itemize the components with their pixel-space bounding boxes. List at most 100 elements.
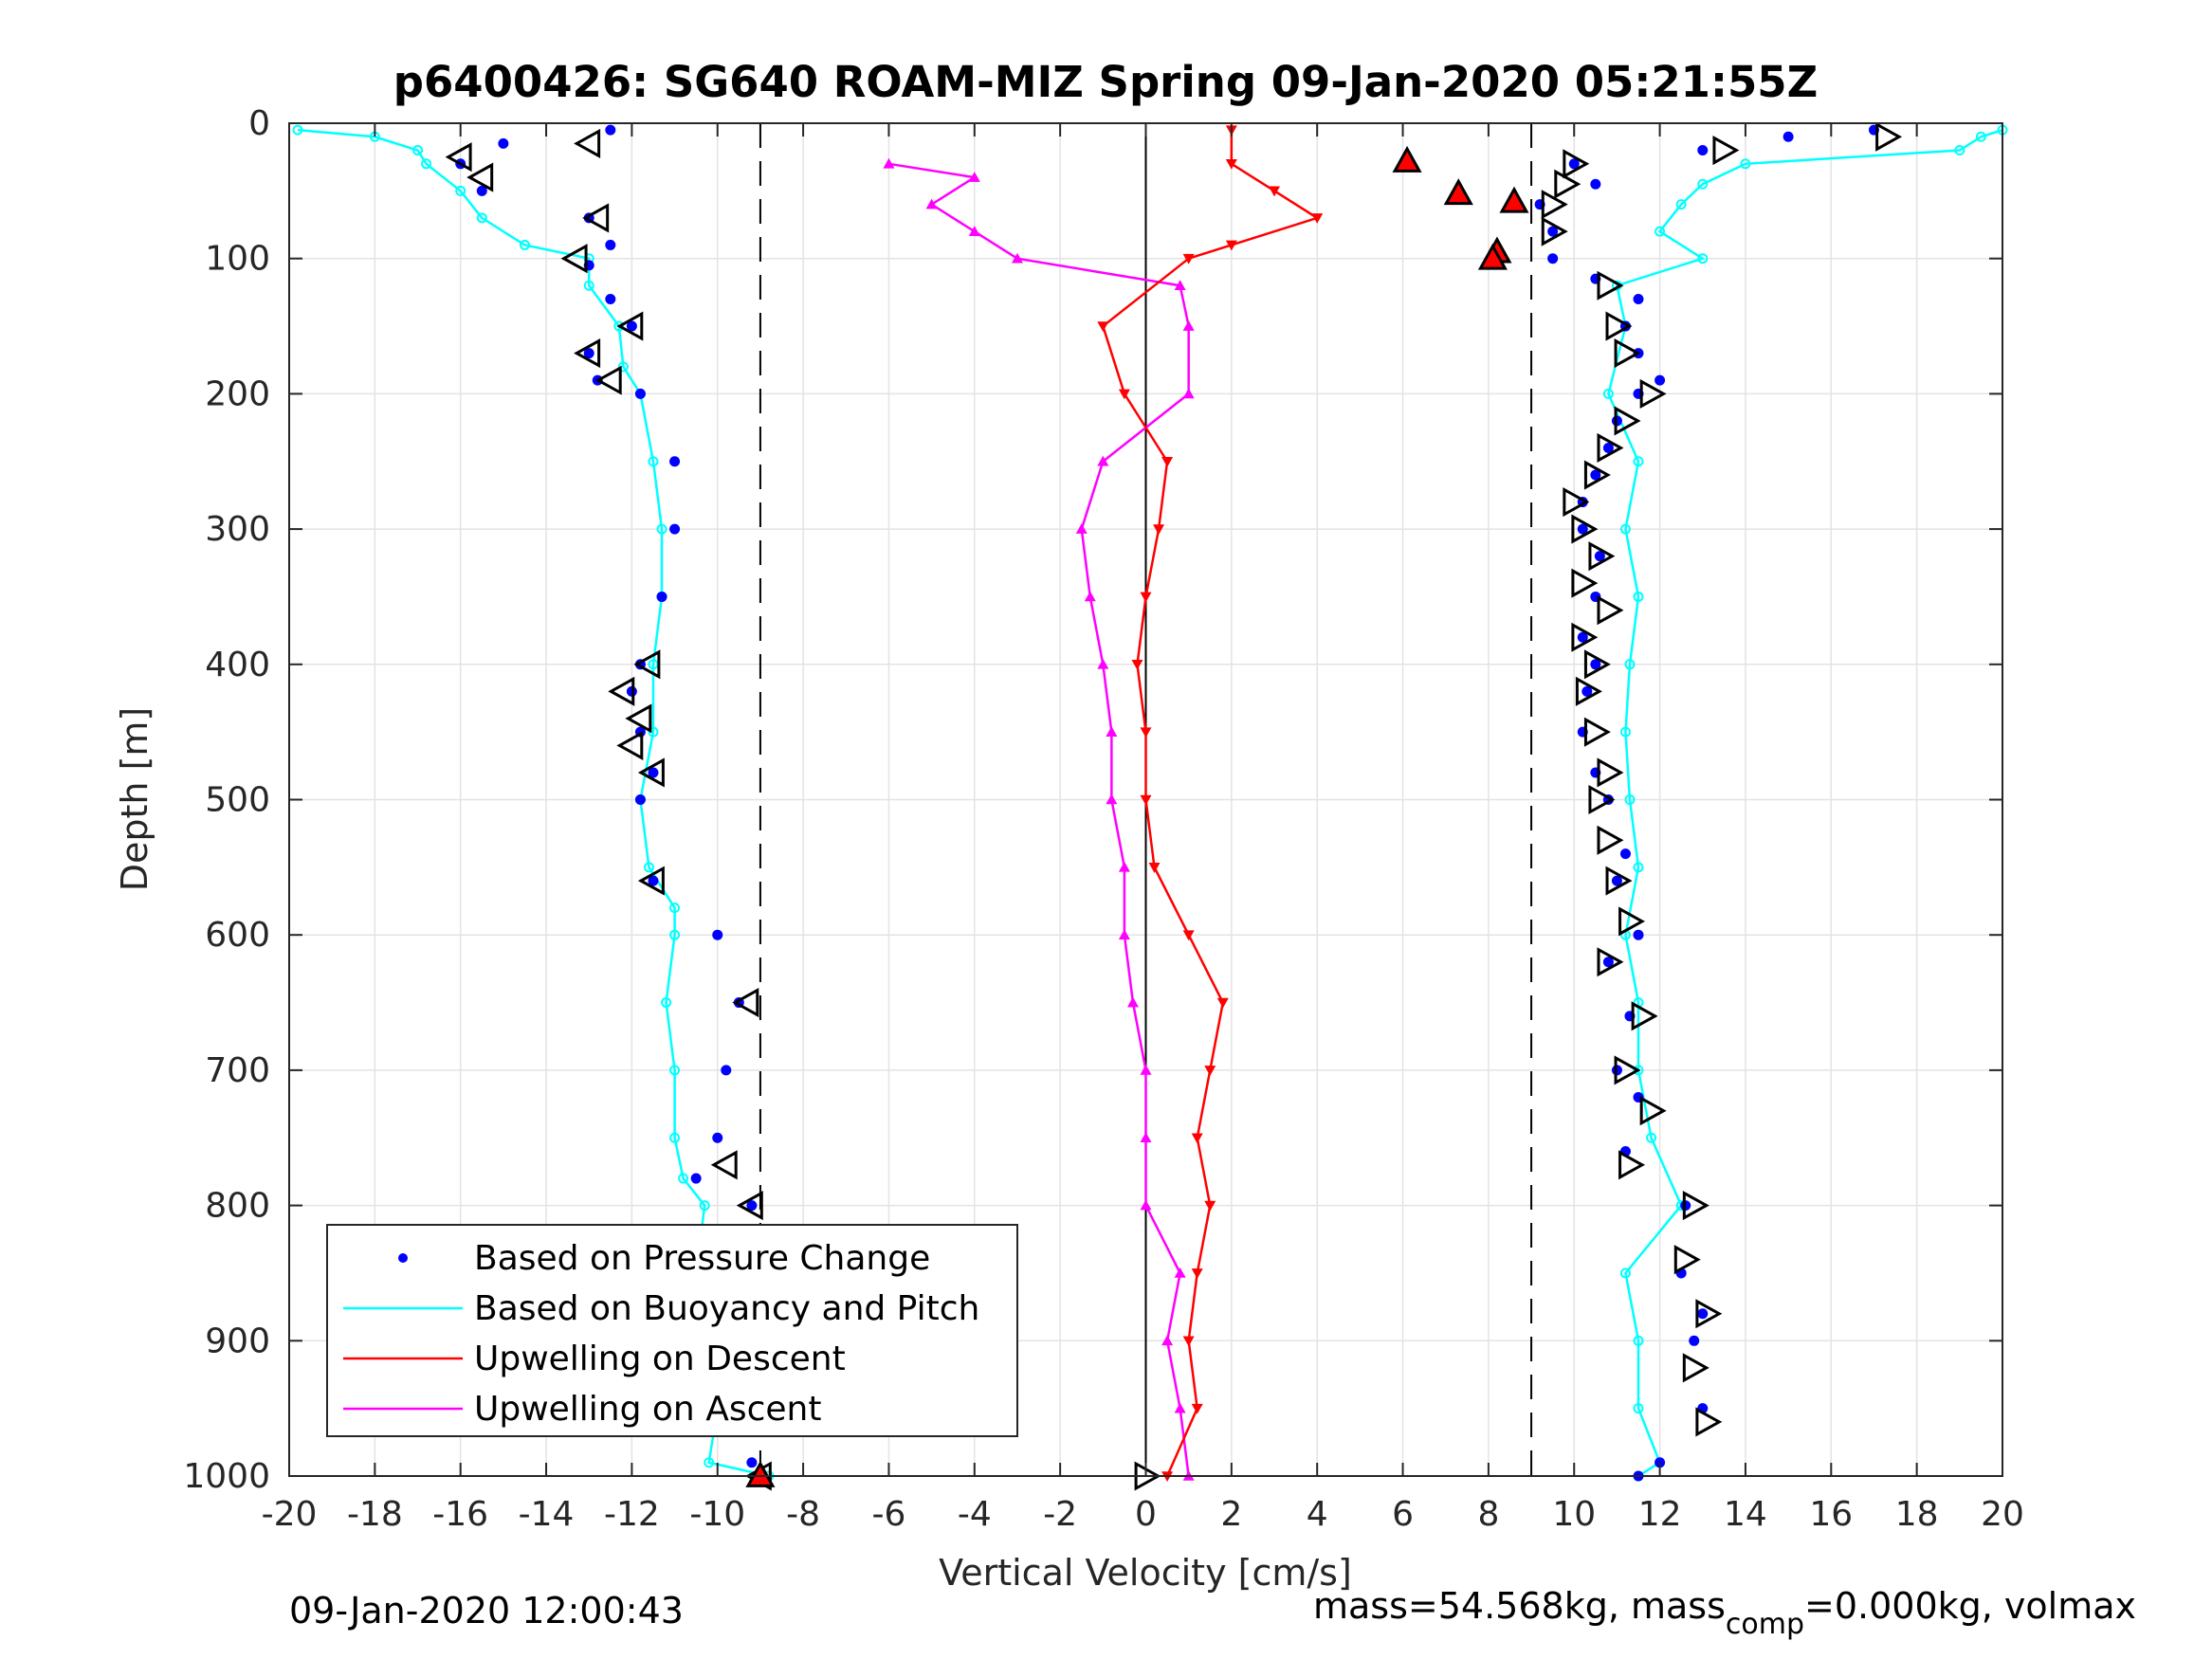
pitch-ascent-marker: [1695, 1407, 1723, 1437]
pressure-ascent-point: [1697, 145, 1709, 156]
pitch-ascent-marker: [1695, 1299, 1723, 1329]
upwelling-ascent-marker: [968, 226, 980, 236]
buoyancy-ascent-point: [1619, 726, 1631, 738]
x-tick-label: -8: [786, 1495, 820, 1534]
pressure-descent-point: [712, 929, 723, 940]
x-tick-label: 2: [1220, 1495, 1242, 1534]
y-axis-label: Depth [m]: [114, 707, 155, 892]
buoyancy-ascent-point: [1619, 1267, 1631, 1279]
upwelling-ascent-marker: [925, 198, 938, 210]
buoyancy-descent-point: [617, 361, 629, 373]
upwelling-ascent-marker: [1118, 861, 1130, 872]
buoyancy-ascent-point: [1619, 523, 1631, 535]
upwelling-ascent-marker: [1174, 1267, 1186, 1278]
red-triangle-marker: [1392, 145, 1422, 173]
pitch-ascent-marker: [1563, 149, 1590, 179]
pressure-descent-point: [605, 239, 616, 250]
pressure-ascent-point: [1611, 875, 1622, 886]
buoyancy-descent-point: [412, 145, 424, 156]
buoyancy-ascent-point: [1697, 178, 1709, 190]
pitch-descent-marker: [574, 338, 601, 369]
upwelling-descent-marker: [1140, 794, 1152, 806]
pitch-descent-marker: [732, 988, 759, 1018]
pressure-descent-point: [712, 1132, 723, 1143]
pitch-ascent-marker: [1597, 757, 1624, 788]
pitch-descent-marker: [574, 128, 601, 158]
upwelling-descent-marker: [1153, 524, 1165, 536]
buoyancy-ascent-point: [1646, 1132, 1657, 1143]
pitch-descent-marker: [625, 703, 652, 734]
buoyancy-descent-point: [476, 212, 487, 224]
pitch-descent-marker: [637, 866, 665, 896]
pressure-ascent-point: [1602, 957, 1614, 968]
pitch-ascent-marker: [1583, 717, 1611, 747]
pitch-ascent-marker: [1575, 676, 1602, 706]
buoyancy-descent-point: [421, 158, 432, 170]
footer-mass-suffix: =0.000kg, volmax: [1804, 1585, 2136, 1627]
pressure-ascent-point: [1654, 1457, 1666, 1468]
pitch-ascent-marker: [1639, 1096, 1667, 1126]
footer-mass-prefix: mass=54.568kg, mass: [1313, 1585, 1726, 1627]
y-tick-label: 300: [205, 510, 270, 549]
buoyancy-ascent-point: [1624, 659, 1636, 670]
buoyancy-descent-point: [669, 1132, 681, 1143]
pressure-ascent-point: [1689, 1335, 1700, 1346]
pitch-ascent-marker: [1875, 121, 1903, 152]
pitch-descent-marker: [736, 1191, 763, 1221]
buoyancy-descent-point: [583, 280, 594, 291]
pressure-ascent-point: [1590, 469, 1601, 481]
pitch-descent-marker: [582, 203, 610, 233]
pressure-ascent-point: [1594, 551, 1605, 562]
upwelling-descent-marker: [1161, 456, 1174, 467]
pressure-ascent-point: [1619, 848, 1631, 860]
buoyancy-ascent-point: [1633, 1335, 1644, 1346]
upwelling-descent-marker: [1140, 727, 1152, 738]
upwelling-ascent-marker: [1140, 1132, 1152, 1143]
pressure-ascent-point: [1697, 1308, 1709, 1320]
legend-label: Based on Buoyancy and Pitch: [474, 1289, 979, 1328]
upwelling-descent-marker: [1191, 1403, 1203, 1414]
footer-mass-subscript: comp: [1726, 1608, 1804, 1641]
pressure-descent-point: [746, 1200, 758, 1212]
pitch-ascent-marker: [1571, 622, 1599, 652]
pressure-descent-point: [746, 1457, 758, 1468]
x-tick-label: 4: [1307, 1495, 1328, 1534]
x-tick-label: -14: [519, 1495, 575, 1534]
pressure-ascent-point: [1547, 226, 1559, 237]
buoyancy-descent-point: [648, 726, 659, 738]
pitch-ascent-marker: [1682, 1191, 1709, 1221]
x-tick-label: 6: [1392, 1495, 1414, 1534]
upwelling-descent-marker: [1269, 186, 1281, 197]
upwelling-descent-marker: [1311, 213, 1324, 224]
upwelling-descent-marker: [1131, 660, 1143, 670]
upwelling-descent-line: [1101, 130, 1321, 1477]
buoyancy-ascent-point: [1675, 199, 1687, 210]
pressure-ascent-point: [1633, 929, 1644, 940]
y-tick-label: 600: [205, 916, 270, 955]
pitch-descent-marker: [710, 1150, 738, 1180]
pressure-descent-point: [498, 137, 509, 149]
pitch-ascent-marker: [1673, 1245, 1701, 1275]
pressure-descent-point: [648, 767, 659, 778]
x-tick-label: -2: [1043, 1495, 1077, 1534]
legend-label: Upwelling on Ascent: [474, 1390, 821, 1429]
pitch-descent-marker: [633, 649, 661, 680]
x-tick-label: 14: [1724, 1495, 1767, 1534]
buoyancy-ascent-point: [1633, 456, 1644, 467]
pressure-descent-point: [634, 388, 646, 399]
pitch-descent-marker: [608, 676, 635, 706]
pressure-descent-point: [721, 1065, 732, 1076]
buoyancy-descent-point: [613, 320, 625, 332]
pressure-ascent-point: [1633, 294, 1644, 305]
upwelling-descent-marker: [1225, 240, 1237, 251]
pressure-ascent-point: [1590, 659, 1601, 670]
pitch-descent-marker: [560, 244, 588, 274]
pressure-descent-point: [626, 320, 637, 332]
upwelling-ascent-marker: [1174, 280, 1186, 291]
pitch-ascent-marker: [1605, 866, 1633, 896]
pressure-descent-point: [605, 124, 616, 136]
x-tick-label: -12: [604, 1495, 660, 1534]
footer-timestamp: 09-Jan-2020 12:00:43: [289, 1590, 684, 1632]
pitch-ascent-marker: [1571, 568, 1599, 598]
